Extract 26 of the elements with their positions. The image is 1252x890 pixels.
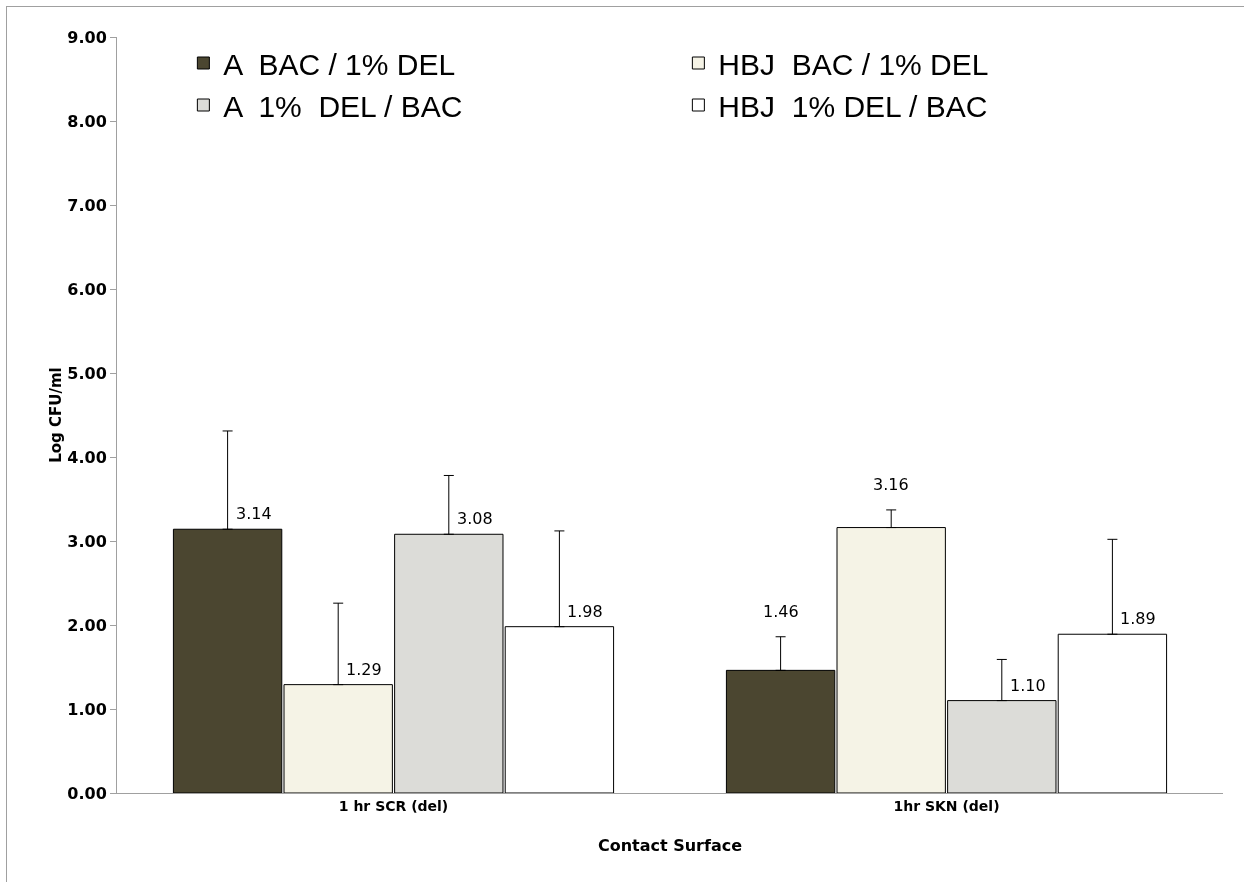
y-tick-label: 5.00: [67, 363, 107, 383]
data-label: 1.89: [1120, 609, 1156, 628]
y-tick-label: 3.00: [67, 531, 107, 551]
legend-label: HBJ BAC / 1% DEL: [718, 47, 989, 81]
data-label: 1.29: [346, 660, 382, 679]
x-tick-label: 1hr SKN (del): [893, 797, 1000, 814]
legend-label: A BAC / 1% DEL: [223, 47, 456, 81]
y-tick-label: 8.00: [67, 111, 107, 131]
x-axis-title: Contact Surface: [597, 836, 743, 855]
y-tick-label: 0.00: [67, 783, 107, 803]
data-label: 3.08: [457, 509, 493, 528]
y-tick-label: 2.00: [67, 615, 107, 635]
legend-label: A 1% DEL / BAC: [223, 89, 463, 123]
y-tick-label: 9.00: [67, 27, 107, 47]
data-label: 3.14: [236, 504, 272, 523]
x-tick-label: 1 hr SCR (del): [338, 797, 449, 814]
data-label: 1.98: [567, 602, 603, 621]
legend-label: HBJ 1% DEL / BAC: [718, 89, 988, 123]
y-tick-label: 1.00: [67, 699, 107, 719]
data-label: 1.46: [763, 602, 799, 621]
data-label: 3.16: [873, 475, 909, 494]
y-tick-label: 7.00: [67, 195, 107, 215]
y-axis-title: Log CFU/ml: [47, 367, 66, 463]
data-label: 1.10: [1010, 676, 1046, 695]
y-tick-label: 4.00: [67, 447, 107, 467]
y-tick-label: 6.00: [67, 279, 107, 299]
